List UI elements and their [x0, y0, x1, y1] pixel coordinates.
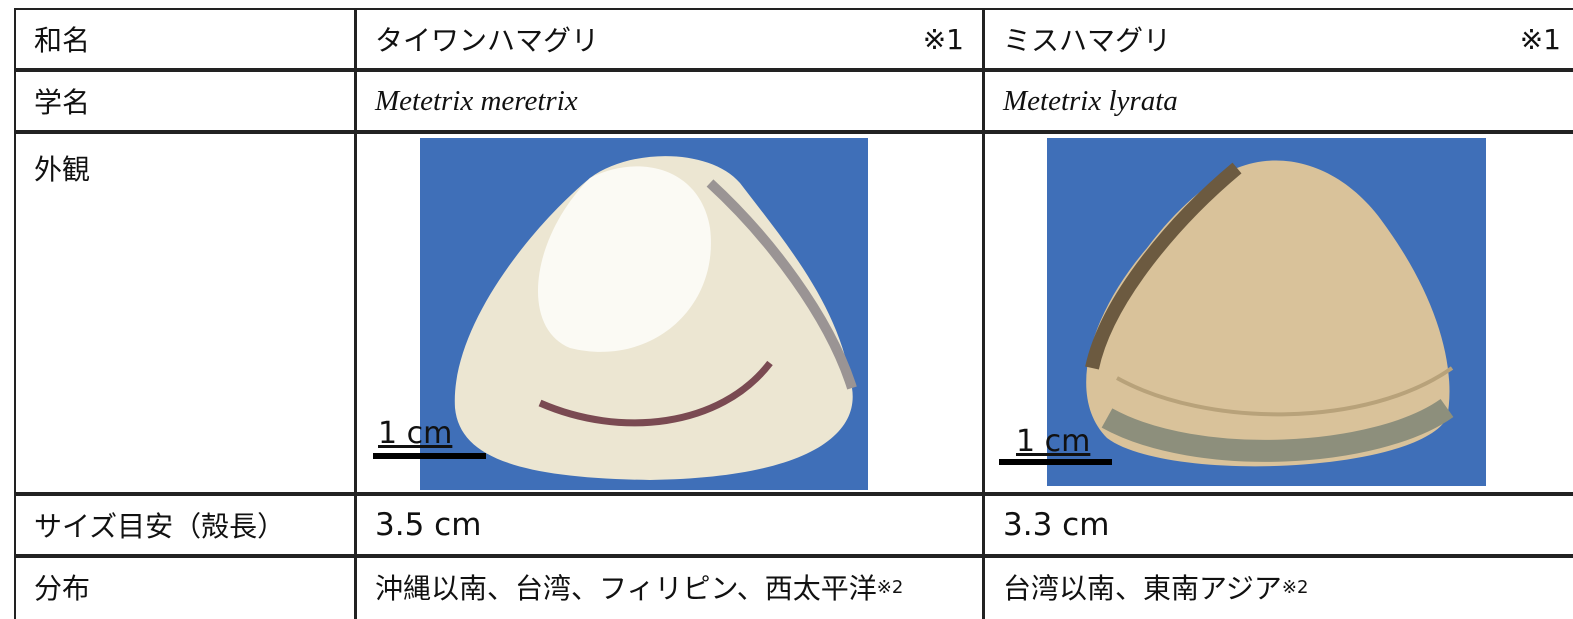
cell: 沖縄以南、台湾、フィリピン、西太平洋 ※2 [355, 556, 984, 619]
scale-label: 1 cm [378, 416, 453, 451]
label: 学名 [34, 86, 91, 119]
cell: 分布 [14, 556, 356, 619]
cell: 外観 [14, 132, 356, 494]
cell: ミスハマグリ ※1 [983, 8, 1573, 70]
label: 和名 [34, 24, 91, 57]
label: 分布 [34, 572, 91, 605]
name: タイワンハマグリ [375, 24, 600, 57]
cell: 和名 [14, 8, 356, 70]
name: ミスハマグリ [1003, 24, 1172, 57]
cell: 学名 [14, 70, 356, 132]
cell: 台湾以南、東南アジア ※2 [983, 556, 1573, 619]
note: ※1 [922, 22, 964, 56]
note: ※1 [1519, 22, 1561, 56]
cell: サイズ目安（殻長） [14, 494, 356, 556]
label: サイズ目安（殻長） [34, 510, 286, 543]
scale-bar [999, 459, 1112, 465]
sci-name: Metetrix lyrata [1003, 84, 1178, 117]
cell: 3.5 cm [355, 494, 984, 556]
note: ※2 [1281, 576, 1309, 598]
sci-name: Metetrix meretrix [375, 84, 578, 117]
scale-bar [373, 453, 486, 459]
note: ※2 [876, 576, 904, 598]
cell: タイワンハマグリ ※1 [355, 8, 984, 70]
size: 3.3 cm [1003, 507, 1110, 543]
shell-photo [420, 138, 868, 490]
cell: Metetrix meretrix [355, 70, 984, 132]
cell [983, 132, 1573, 494]
shell-photo [1047, 138, 1486, 486]
size: 3.5 cm [375, 507, 482, 543]
cell: 3.3 cm [983, 494, 1573, 556]
label: 外観 [34, 153, 91, 186]
scale-label: 1 cm [1016, 424, 1091, 459]
cell: Metetrix lyrata [983, 70, 1573, 132]
range: 沖縄以南、台湾、フィリピン、西太平洋 [375, 572, 877, 605]
range: 台湾以南、東南アジア [1003, 572, 1282, 605]
